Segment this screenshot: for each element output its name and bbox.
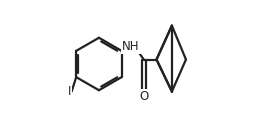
Text: I: I [67, 85, 71, 98]
Text: NH: NH [122, 40, 140, 53]
Text: O: O [139, 90, 148, 103]
